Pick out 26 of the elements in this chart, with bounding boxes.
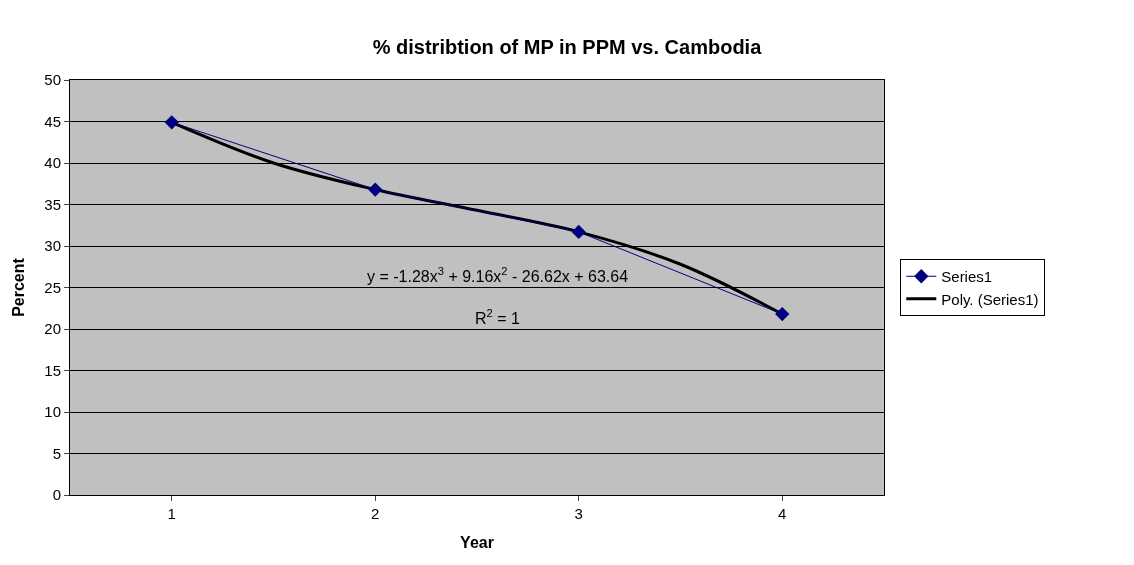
y-tick-label: 35	[44, 195, 61, 213]
annotation: R$^{2}$ = 1	[475, 307, 521, 327]
y-tick-label: 5	[52, 444, 61, 462]
y-tick-label: 10	[44, 403, 61, 421]
annotation: y = -1.28x$^{3}$ + 9.16x$^{2}$ - 26.62x + 63.64	[367, 265, 629, 285]
x-axis-title: Year	[460, 533, 494, 551]
y-tick-label: 45	[44, 112, 61, 130]
x-tick-label: 1	[167, 505, 176, 522]
legend-label: Poly. (Series1)	[941, 290, 1039, 308]
y-axis-title: Percent	[10, 257, 28, 317]
y-tick-label: 30	[44, 237, 61, 255]
y-tick-label: 0	[52, 486, 61, 504]
legend-label: Series1	[941, 268, 993, 286]
y-tick-label: 25	[44, 278, 61, 296]
y-tick-label: 40	[44, 154, 61, 172]
chart-title: % distribtion of MP in PPM vs. Cambodia	[372, 35, 763, 58]
y-tick-label: 15	[44, 361, 61, 379]
x-tick-label: 2	[371, 505, 380, 522]
x-tick-label: 4	[778, 505, 787, 522]
y-tick-label: 20	[44, 320, 61, 338]
point	[775, 306, 790, 322]
point	[571, 224, 586, 240]
x-tick-label: 3	[574, 505, 583, 522]
point	[368, 182, 383, 197]
point	[164, 115, 179, 130]
y-tick-label: 50	[44, 71, 61, 89]
